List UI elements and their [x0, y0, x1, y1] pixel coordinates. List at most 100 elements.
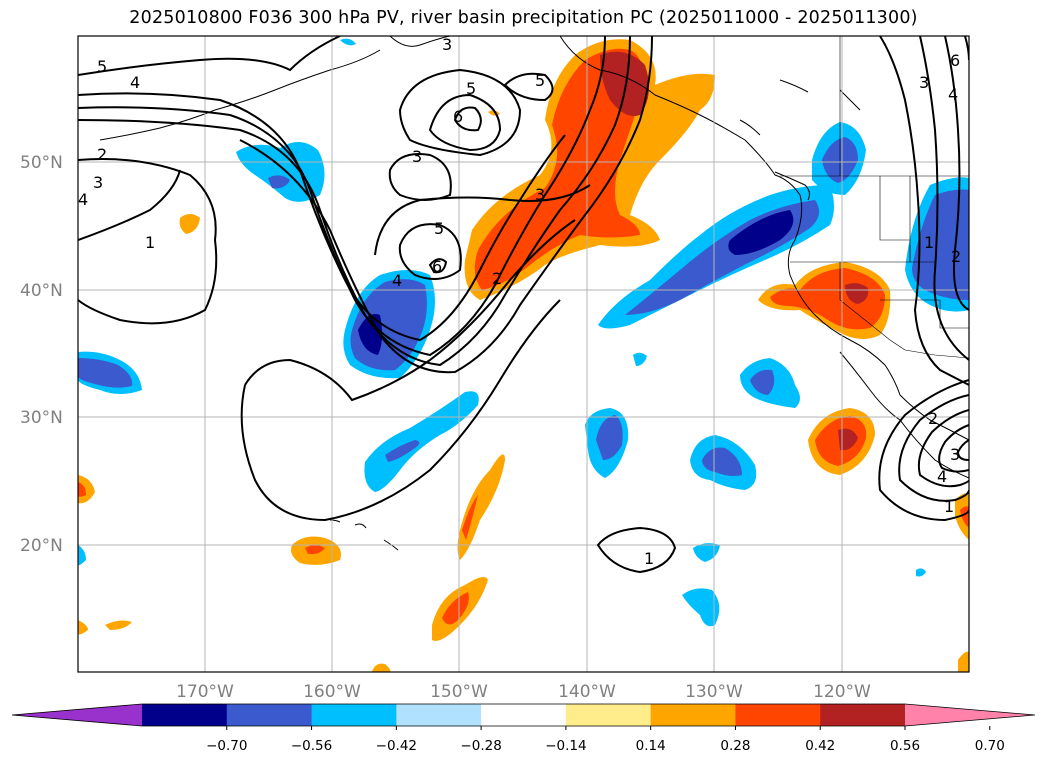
pv-contour — [944, 36, 969, 311]
negative-anomaly-region — [358, 314, 383, 355]
pv-contour — [919, 36, 969, 361]
colorbar-tick-label: 0.42 — [805, 738, 835, 754]
negative-anomaly-region — [385, 440, 420, 462]
border — [790, 245, 911, 263]
contour-label: 5 — [97, 57, 107, 76]
colorbar-tick-label: −0.28 — [460, 738, 501, 754]
contour-label: 2 — [97, 145, 107, 164]
lat-label: 50°N — [20, 153, 63, 173]
contour-label: 5 — [466, 79, 476, 98]
contour-label: 4 — [78, 190, 88, 209]
lon-label: 130°W — [685, 682, 743, 702]
pv-contour — [428, 93, 502, 152]
pv-contour — [879, 36, 969, 386]
pv-contour — [596, 526, 677, 574]
negative-anomaly-region — [728, 210, 794, 255]
pv-contour — [78, 36, 606, 357]
negative-anomaly-region — [682, 588, 720, 627]
positive-anomaly-region — [845, 283, 869, 304]
pv-contours — [78, 36, 969, 574]
negative-anomaly-region — [693, 543, 720, 562]
positive-anomaly-region — [179, 214, 200, 234]
contour-label: 4 — [948, 85, 958, 104]
map-title: 2025010800 F036 300 hPa PV, river basin … — [129, 8, 918, 28]
lon-label: 170°W — [176, 682, 234, 702]
negative-anomaly-region — [633, 352, 647, 366]
colorbar-swatch — [820, 704, 906, 726]
pv-contour — [398, 223, 462, 280]
colorbar-swatch — [565, 704, 652, 726]
colorbar-tick-label: −0.14 — [545, 738, 586, 754]
pv-contour — [78, 36, 341, 76]
lon-label: 140°W — [558, 682, 616, 702]
gridlines — [78, 36, 969, 672]
coastline — [354, 523, 367, 529]
colorbar-swatch — [650, 704, 736, 726]
pv-contour — [956, 439, 969, 461]
lon-label: 120°W — [813, 682, 871, 702]
positive-anomaly-region — [105, 620, 132, 630]
coastline — [779, 79, 809, 93]
pv-contour — [898, 394, 969, 502]
pv-contour — [78, 169, 181, 241]
negative-anomaly-region — [916, 568, 926, 577]
positive-anomaly-region — [305, 545, 325, 555]
contour-label: 3 — [919, 73, 929, 92]
colorbar-tick-label: −0.70 — [206, 738, 247, 754]
negative-anomaly-region — [750, 369, 775, 395]
pv-contour — [78, 36, 631, 367]
contour-label: 4 — [937, 467, 947, 486]
coastline — [839, 89, 861, 111]
positive-anomaly-region — [462, 495, 478, 540]
contour-labels: 5 4 3 5 5 6 3 2 3 1 5 6 3 4 2 1 1 2 4 3 … — [78, 35, 961, 568]
colorbar-tick-label: 0.14 — [636, 738, 666, 754]
coastline — [559, 36, 969, 441]
pv-contour — [503, 72, 554, 102]
pv-contour — [453, 106, 482, 132]
negative-anomaly-region — [364, 391, 479, 492]
precip-fill-layer — [78, 38, 969, 672]
colorbar-swatch — [226, 704, 313, 726]
pv-contour — [878, 379, 969, 522]
contour-label: 2 — [492, 269, 502, 288]
negative-anomaly-region — [78, 545, 86, 566]
pv-contour — [240, 299, 561, 522]
pv-contour — [374, 184, 591, 256]
positive-anomaly-region — [457, 454, 505, 560]
contour-label: 1 — [644, 549, 654, 568]
border — [909, 176, 935, 263]
contour-label: 3 — [412, 147, 422, 166]
contour-label: 1 — [924, 233, 934, 252]
colorbar-tick-label: 0.70 — [975, 738, 1005, 754]
contour-label: 6 — [950, 51, 960, 70]
pv-contour — [398, 68, 522, 157]
coastline — [739, 119, 761, 136]
contour-label: 3 — [93, 173, 103, 192]
colorbar-extend-high — [905, 704, 1035, 726]
pv-contour — [938, 424, 969, 473]
political-borders — [780, 36, 969, 359]
contour-label: 1 — [145, 233, 155, 252]
contour-label: 2 — [928, 409, 938, 428]
negative-anomaly-region — [78, 358, 133, 388]
positive-anomaly-region — [78, 620, 88, 635]
colorbar-tick-label: 0.56 — [890, 738, 920, 754]
pv-contour — [428, 258, 448, 274]
positive-anomaly-region — [474, 48, 644, 290]
coastline — [389, 36, 451, 47]
pv-contour — [244, 219, 576, 402]
colorbar: −0.70 −0.56 −0.42 −0.28 −0.14 0.14 0.28 0.42 0.5… — [11, 703, 1036, 754]
negative-anomaly-region — [702, 447, 742, 476]
positive-anomaly-region — [600, 51, 649, 116]
positive-anomaly-region — [960, 506, 969, 528]
colorbar-tick-label: 0.28 — [720, 738, 750, 754]
positive-anomaly-region — [78, 482, 86, 497]
map-frame — [77, 35, 970, 673]
positive-anomaly-region — [372, 663, 391, 672]
contour-label: 1 — [944, 497, 954, 516]
colorbar-swatch — [311, 704, 397, 726]
border — [879, 176, 910, 241]
border — [880, 299, 969, 329]
contour-label: 6 — [453, 107, 463, 126]
lat-label: 40°N — [20, 281, 63, 301]
